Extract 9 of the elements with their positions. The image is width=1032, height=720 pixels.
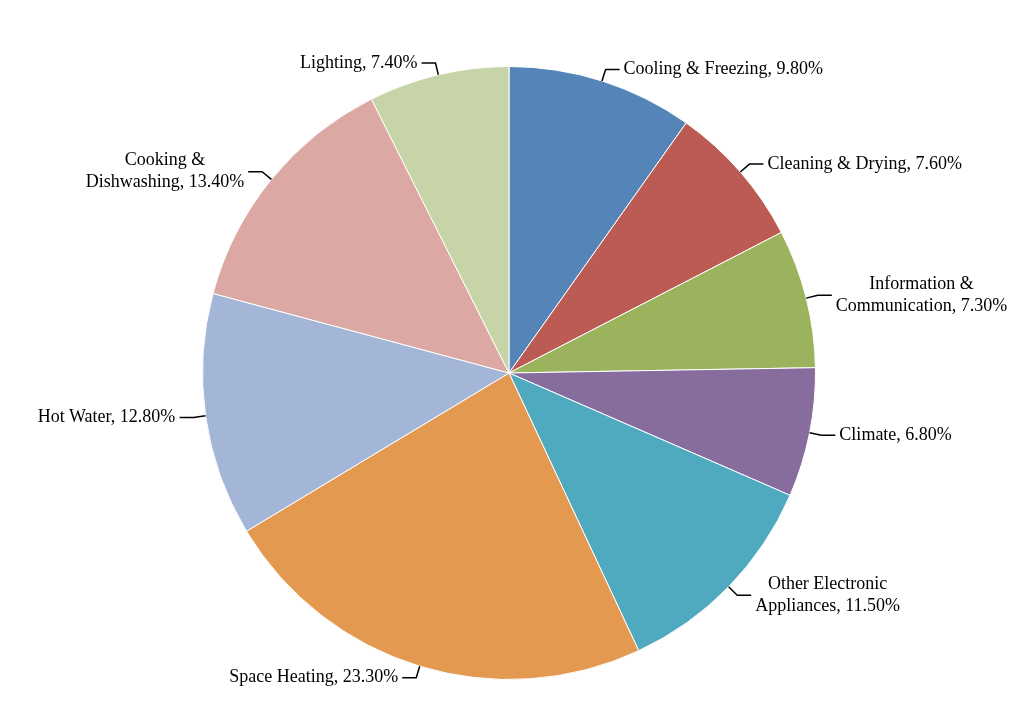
- slice-label: Lighting, 7.40%: [300, 51, 418, 72]
- slice-label: Space Heating, 23.30%: [229, 666, 399, 687]
- slice-label: Other Electronic Appliances, 11.50%: [755, 572, 901, 615]
- slice-label: Cleaning & Drying, 7.60%: [767, 152, 962, 173]
- slice-label: Climate, 6.80%: [839, 423, 952, 444]
- slice-label: Hot Water, 12.80%: [37, 406, 176, 427]
- slice-label: Cooling & Freezing, 9.80%: [623, 58, 824, 79]
- slice-label: Cooking & Dishwashing, 13.40%: [85, 149, 245, 192]
- slice-label: Information & Communication, 7.30%: [835, 272, 1008, 315]
